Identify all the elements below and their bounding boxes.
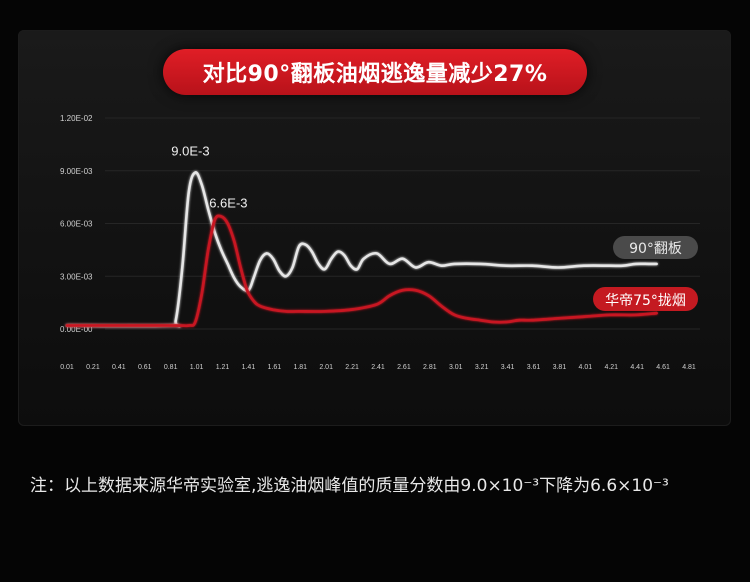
x-tick-label: 3.41: [501, 364, 515, 371]
series-line-vatti-75: [65, 214, 658, 328]
series-line-90-flap: [65, 171, 658, 328]
chart-title: 对比90°翻板油烟逃逸量减少27%: [202, 62, 548, 87]
x-tick-label: 4.81: [682, 364, 696, 371]
peak-label-vatti-75: 6.6E-3: [209, 195, 247, 210]
legend-badge-vatti-75: [593, 287, 698, 311]
x-tick-label: 1.01: [190, 364, 204, 371]
x-tick-label: 0.41: [112, 364, 126, 371]
y-tick-label: 6.00E-03: [60, 220, 93, 229]
chart-panel: [18, 30, 731, 426]
x-tick-label: 4.41: [630, 364, 644, 371]
x-tick-label: 1.61: [268, 364, 282, 371]
x-tick-label: 3.61: [527, 364, 541, 371]
x-tick-label: 2.41: [371, 364, 385, 371]
x-tick-label: 0.61: [138, 364, 152, 371]
footnote: 注：以上数据来源华帝实验室,逃逸油烟峰值的质量分数由9.0×10⁻³下降为6.6…: [30, 476, 669, 496]
x-tick-label: 2.01: [319, 364, 333, 371]
x-tick-label: 1.41: [242, 364, 256, 371]
peak-label-90-flap: 9.0E-3: [171, 144, 209, 159]
y-tick-label: 9.00E-03: [60, 167, 93, 176]
legend-label-vatti-75: 华帝75°拢烟: [605, 293, 686, 309]
x-tick-label: 3.81: [553, 364, 567, 371]
x-tick-label: 4.01: [579, 364, 593, 371]
x-tick-label: 0.81: [164, 364, 178, 371]
legend-label-90-flap: 90°翻板: [629, 241, 682, 257]
y-tick-label: 3.00E-03: [60, 272, 93, 281]
x-tick-label: 2.81: [423, 364, 437, 371]
x-tick-label: 4.21: [604, 364, 618, 371]
title-banner: 对比90°翻板油烟逃逸量减少27%: [163, 49, 587, 95]
x-tick-label: 3.01: [449, 364, 463, 371]
x-tick-label: 1.81: [293, 364, 307, 371]
y-tick-label: 0.00E-00: [60, 325, 93, 334]
x-tick-label: 2.61: [397, 364, 411, 371]
x-tick-label: 0.01: [60, 364, 74, 371]
x-tick-label: 4.61: [656, 364, 670, 371]
y-tick-label: 1.20E-02: [60, 114, 93, 123]
x-tick-label: 2.21: [345, 364, 359, 371]
legend-badge-90-flap: [613, 236, 698, 259]
x-tick-label: 0.21: [86, 364, 100, 371]
x-tick-label: 3.21: [475, 364, 489, 371]
x-tick-label: 1.21: [216, 364, 230, 371]
